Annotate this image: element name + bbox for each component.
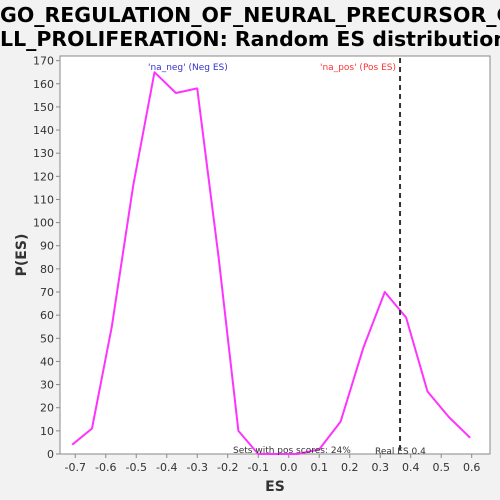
y-tick-label: 110: [33, 193, 54, 206]
x-tick-label: -0.4: [156, 461, 177, 474]
x-tick-label: -0.6: [95, 461, 116, 474]
y-tick-label: 170: [33, 55, 54, 68]
y-tick-label: 20: [40, 402, 54, 415]
plot-area: [59, 55, 491, 455]
y-tick-label: 80: [40, 263, 54, 276]
y-tick-label: 0: [47, 448, 54, 461]
pos-es-label: 'na_pos' (Pos ES): [320, 63, 396, 73]
x-tick-label: -0.3: [186, 461, 207, 474]
x-tick-label: -0.1: [247, 461, 268, 474]
x-tick-label: 0.5: [432, 461, 450, 474]
y-tick-label: 130: [33, 147, 54, 160]
y-tick-label: 150: [33, 101, 54, 114]
y-tick-label: 30: [40, 379, 54, 392]
real-es-text: Real ES 0.4: [375, 447, 426, 457]
chart-title-line2: LL_PROLIFERATION: Random ES distribution: [0, 27, 500, 51]
neg-es-label: 'na_neg' (Neg ES): [148, 63, 228, 73]
x-tick-label: 0.2: [341, 461, 359, 474]
y-tick-label: 40: [40, 355, 54, 368]
chart-title-line1: GO_REGULATION_OF_NEURAL_PRECURSOR_CE: [0, 3, 500, 27]
sets-pos-scores-text: Sets with pos scores: 24%: [233, 446, 351, 456]
y-tick-label: 10: [40, 425, 54, 438]
x-tick-label: 0.1: [310, 461, 328, 474]
y-tick-label: 100: [33, 217, 54, 230]
x-tick-label: 0.6: [463, 461, 481, 474]
x-tick-label: 0.0: [280, 461, 298, 474]
x-tick-label: -0.5: [126, 461, 147, 474]
x-axis: -0.7 -0.6 -0.5 -0.4 -0.3 -0.2 -0.1 0.0 0.1 0.2 0.3…: [65, 454, 481, 474]
x-tick-label: -0.7: [65, 461, 86, 474]
y-tick-label: 90: [40, 240, 54, 253]
y-axis-label: P(ES): [14, 234, 30, 277]
x-tick-label: 0.4: [402, 461, 420, 474]
x-tick-label: 0.3: [371, 461, 389, 474]
y-tick-label: 120: [33, 170, 54, 183]
x-axis-label: ES: [265, 479, 285, 495]
es-distribution-line: [71, 71, 471, 455]
x-tick-label: -0.2: [217, 461, 238, 474]
y-tick-label: 60: [40, 309, 54, 322]
y-axis: 0 10 20 30 40 50 60 70 80 90 100 110 120 130 140 150 160…: [33, 55, 60, 461]
y-tick-label: 70: [40, 286, 54, 299]
y-tick-label: 160: [33, 78, 54, 91]
y-tick-label: 140: [33, 124, 54, 137]
y-tick-label: 50: [40, 332, 54, 345]
